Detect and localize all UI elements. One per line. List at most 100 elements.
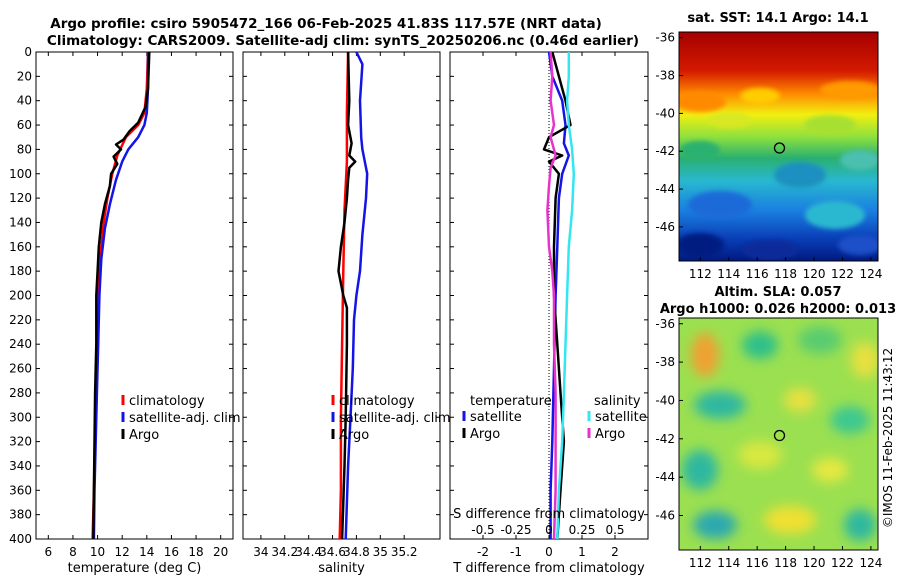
sst_map-ytick-label: -38 <box>655 69 675 83</box>
salinity-xtick-label: 34.4 <box>295 545 322 559</box>
temperature-ytick-label: 380 <box>9 508 32 522</box>
temperature-legend-label: satellite-adj. clim <box>129 411 241 426</box>
salinity-legend-label: climatology <box>339 394 415 409</box>
sla-map-title-line-1: Altim. SLA: 0.057 <box>715 285 842 300</box>
temperature-xlabel: temperature (deg C) <box>68 561 202 576</box>
copyright-timestamp: ©IMOS 11-Feb-2025 11:43:12 <box>881 348 895 528</box>
sst_map-xtick-label: 114 <box>717 267 740 281</box>
sla_map-ytick-label: -36 <box>655 317 675 331</box>
sla_map-xtick-label: 124 <box>859 556 882 570</box>
temperature-xtick-label: 10 <box>90 545 105 559</box>
salinity-xtick-label: 34.8 <box>343 545 370 559</box>
sla-map-frame <box>678 317 879 551</box>
temperature-ytick-label: 240 <box>9 337 32 351</box>
sst_map-xtick-label: 112 <box>689 267 712 281</box>
sla-map-title-line-2: Argo h1000: 0.026 h2000: 0.013 <box>660 302 896 317</box>
temperature-xtick-label: 8 <box>69 545 77 559</box>
sla-argo-location-marker <box>773 429 786 442</box>
temperature-ytick-label: 40 <box>17 94 32 108</box>
sla_map-xtick-label: 112 <box>689 556 712 570</box>
temperature-xtick-label: 20 <box>213 545 228 559</box>
diff-xtick2-label: 0 <box>545 523 553 537</box>
sst_map-ytick-label: -40 <box>655 106 675 120</box>
sst_map-xtick-label: 120 <box>803 267 826 281</box>
temperature-legend-label: climatology <box>129 394 205 409</box>
temperature-ytick-label: 100 <box>9 167 32 181</box>
temperature-ytick-label: 360 <box>9 483 32 497</box>
sla_map-xtick-label: 120 <box>803 556 826 570</box>
temperature-ytick-label: 320 <box>9 435 32 449</box>
sst_map-ytick-label: -44 <box>655 182 675 196</box>
diff-xtick2-label: -0.25 <box>500 523 531 537</box>
sst-map-panel: sat. SST: 14.1 Argo: 14.1 112 114 116 118 12… <box>655 11 882 281</box>
sla_map-xtick-label: 118 <box>774 556 797 570</box>
difference-xlabel: T difference from climatology <box>452 561 645 576</box>
title-line-2: Climatology: CARS2009. Satellite-adj cli… <box>47 33 639 49</box>
temperature-series-satellite-adj-clim <box>92 52 150 540</box>
temperature-ytick-label: 340 <box>9 459 32 473</box>
temperature-series-argo <box>92 51 151 540</box>
sla-heatmap-texture <box>682 326 878 541</box>
temperature-ytick-label: 20 <box>17 69 32 83</box>
sst-map-title: sat. SST: 14.1 Argo: 14.1 <box>687 11 868 26</box>
difference-series-temperature-satellite <box>547 51 571 539</box>
difference-xtick-label: 2 <box>611 545 619 559</box>
diff-legend-label-sal-satellite: satellite <box>595 410 647 425</box>
difference-xtick-label: 1 <box>578 545 586 559</box>
sst-argo-location-marker <box>773 142 786 154</box>
sst_map-xtick-label: 124 <box>859 267 882 281</box>
difference-series-salinity-satellite <box>556 52 576 540</box>
difference-series-salinity-argo <box>546 51 557 540</box>
salinity-xtick-label: 34.2 <box>271 545 298 559</box>
sla_map-xtick-label: 114 <box>717 556 740 570</box>
diff-legend-title-temperature: temperature <box>470 394 552 409</box>
temperature-ytick-label: 200 <box>9 289 32 303</box>
sst_map-xtick-label: 116 <box>746 267 769 281</box>
sst_map-xtick-label: 118 <box>774 267 797 281</box>
sla_map-ytick-label: -38 <box>655 355 675 369</box>
diff-xtick2-label: 0.5 <box>605 523 624 537</box>
temperature-ytick-label: 300 <box>9 410 32 424</box>
temperature-profile-panel: 6 8 10 12 14 16 18 2002040608010012014016018020… <box>9 45 241 576</box>
temperature-ytick-label: 160 <box>9 240 32 254</box>
sst-heatmap-texture <box>679 81 878 260</box>
salinity-xtick-label: 34 <box>253 545 268 559</box>
diff-legend-label-sal-argo: Argo <box>595 427 625 442</box>
sst_map-xtick-label: 122 <box>831 267 854 281</box>
salinity-legend-label: satellite-adj. clim <box>339 411 451 426</box>
temperature-xtick-label: 18 <box>188 545 203 559</box>
difference-xtick-label: -2 <box>477 545 489 559</box>
temperature-xtick-label: 12 <box>115 545 130 559</box>
temperature-xtick-label: 16 <box>164 545 179 559</box>
diff-xtick2-label: -0.5 <box>471 523 494 537</box>
salinity-series-argo <box>337 51 357 540</box>
temperature-series-climatology <box>91 51 150 540</box>
sst-map-frame <box>678 31 879 262</box>
diff-legend-title-salinity: salinity <box>594 394 641 409</box>
sla_map-ytick-label: -42 <box>655 432 675 446</box>
salinity-profile-panel: 34 34.234.434.634.8 35 35.2 salinity climatol… <box>242 51 451 576</box>
temperature-ytick-label: 120 <box>9 191 32 205</box>
diff-xtick2-label: 0.25 <box>569 523 596 537</box>
sst_map-ytick-label: -42 <box>655 144 675 158</box>
sla_map-ytick-label: -40 <box>655 393 675 407</box>
temperature-ytick-label: 60 <box>17 118 32 132</box>
sla_map-ytick-label: -46 <box>655 508 675 522</box>
diff-xlabel-salinity: S difference from climatology <box>453 507 645 522</box>
title-line-1: Argo profile: csiro 5905472_166 06-Feb-2… <box>50 16 601 32</box>
temperature-legend-label: Argo <box>129 428 159 443</box>
temperature-ytick-label: 220 <box>9 313 32 327</box>
temperature-ytick-label: 80 <box>17 142 32 156</box>
sla_map-xtick-label: 116 <box>746 556 769 570</box>
salinity-xtick-label: 34.6 <box>319 545 346 559</box>
temperature-ytick-label: 280 <box>9 386 32 400</box>
temperature-ytick-label: 400 <box>9 532 32 546</box>
sla_map-ytick-label: -44 <box>655 470 675 484</box>
sla_map-xtick-label: 122 <box>831 556 854 570</box>
diff-legend-label-temp-satellite: satellite <box>470 410 522 425</box>
temperature-xtick-label: 14 <box>139 545 154 559</box>
temperature-ytick-label: 260 <box>9 362 32 376</box>
salinity-series-climatology <box>338 51 350 540</box>
temperature-ytick-label: 180 <box>9 264 32 278</box>
